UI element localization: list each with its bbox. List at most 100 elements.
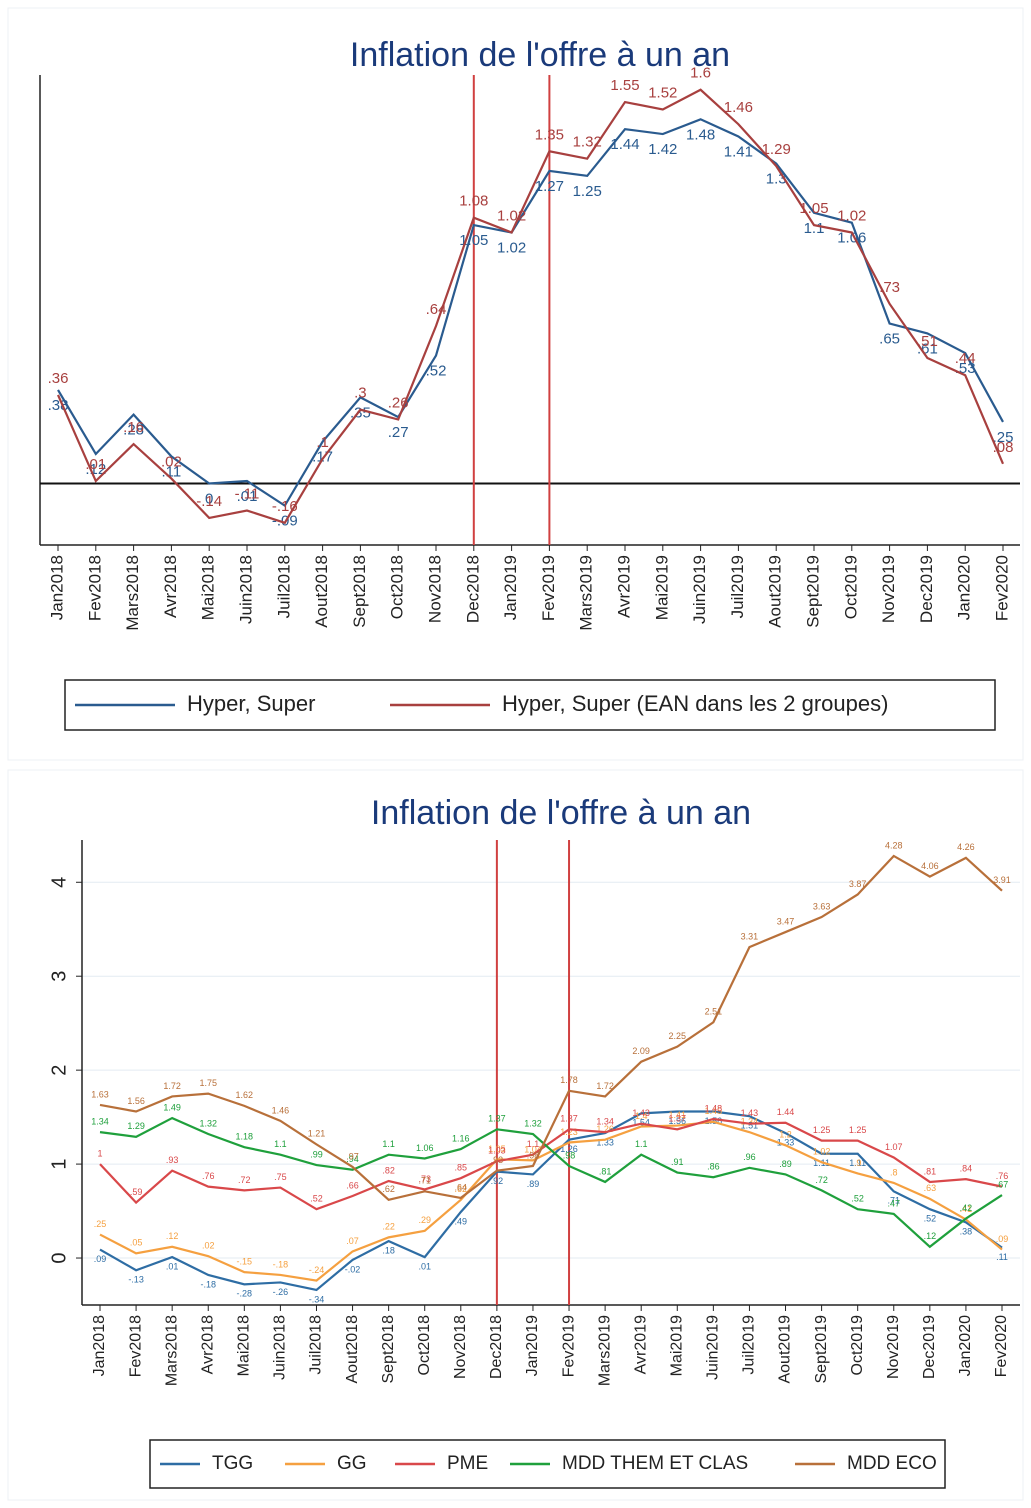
data-label: .38 bbox=[48, 397, 69, 414]
x-tick-label: Sept2019 bbox=[813, 1315, 830, 1384]
x-tick-label: Jan2020 bbox=[955, 555, 974, 620]
data-label: 1.03 bbox=[488, 1146, 506, 1156]
x-tick-label: Mai2019 bbox=[668, 1315, 685, 1376]
data-label: -.16 bbox=[272, 498, 298, 515]
data-label: 1.29 bbox=[127, 1121, 145, 1131]
x-tick-label: Nov2018 bbox=[425, 555, 444, 623]
data-label: .52 bbox=[426, 362, 447, 379]
x-tick-label: Jan2019 bbox=[501, 555, 520, 620]
data-label: -.15 bbox=[237, 1256, 253, 1266]
data-label: 1.25 bbox=[573, 183, 602, 200]
x-tick-label: Juin2018 bbox=[236, 555, 255, 624]
data-label: 1.1 bbox=[527, 1139, 540, 1149]
data-label: .52 bbox=[924, 1214, 937, 1224]
x-tick-label: Oct2019 bbox=[841, 555, 860, 619]
data-label: 1 bbox=[97, 1148, 102, 1158]
x-tick-label: Oct2018 bbox=[416, 1315, 433, 1376]
data-label: 1.56 bbox=[669, 1116, 687, 1126]
data-label: 1.23 bbox=[560, 1127, 578, 1137]
data-label: .64 bbox=[455, 1182, 468, 1192]
data-label: 2.25 bbox=[669, 1031, 687, 1041]
x-tick-label: Fev2020 bbox=[992, 555, 1011, 621]
data-label: .18 bbox=[382, 1245, 395, 1255]
legend-label: MDD ECO bbox=[847, 1453, 937, 1474]
data-label: 1.56 bbox=[127, 1096, 145, 1106]
data-label: 1.25 bbox=[849, 1125, 867, 1135]
data-label: .73 bbox=[879, 279, 900, 296]
data-label: .84 bbox=[960, 1163, 973, 1173]
x-tick-label: Mars2018 bbox=[163, 1315, 180, 1386]
data-label: .44 bbox=[955, 350, 976, 367]
data-label: 1.55 bbox=[610, 77, 639, 94]
data-label: .09 bbox=[94, 1254, 107, 1264]
data-label: .71 bbox=[888, 1196, 901, 1206]
data-label: 1.43 bbox=[741, 1108, 759, 1118]
data-label: 1.34 bbox=[596, 1117, 614, 1127]
data-label: -.26 bbox=[273, 1287, 289, 1297]
legend-label: PME bbox=[447, 1453, 488, 1474]
data-label: 1.33 bbox=[596, 1137, 614, 1147]
data-label: .81 bbox=[924, 1166, 937, 1176]
data-label: 1.4 bbox=[635, 1111, 648, 1121]
data-label: .63 bbox=[924, 1183, 937, 1193]
data-label: .89 bbox=[779, 1159, 792, 1169]
legend-box bbox=[64, 679, 996, 731]
chart-title: Inflation de l'offre à un an bbox=[350, 36, 730, 74]
data-label: -.14 bbox=[196, 493, 222, 510]
data-label: 1.26 bbox=[596, 1124, 614, 1134]
data-label: .12 bbox=[166, 1231, 179, 1241]
data-label: .72 bbox=[815, 1175, 828, 1185]
data-label: .26 bbox=[388, 394, 409, 411]
data-label: .51 bbox=[917, 333, 938, 350]
data-label: .05 bbox=[130, 1238, 143, 1248]
x-tick-label: Juil2018 bbox=[274, 555, 293, 618]
data-label: .61 bbox=[917, 340, 938, 357]
data-label: 1.02 bbox=[497, 207, 526, 224]
data-label: 1.33 bbox=[777, 1137, 795, 1147]
data-label: .8 bbox=[890, 1167, 898, 1177]
data-label: .85 bbox=[455, 1163, 468, 1173]
data-label: -.34 bbox=[309, 1294, 325, 1304]
x-tick-label: Dec2018 bbox=[463, 555, 482, 623]
data-label: .9 bbox=[854, 1158, 862, 1168]
data-label: .62 bbox=[382, 1184, 395, 1194]
data-label: .29 bbox=[418, 1215, 431, 1225]
x-tick-label: Dec2018 bbox=[488, 1315, 505, 1379]
x-tick-label: Aout2018 bbox=[344, 1315, 361, 1384]
data-label: 3.31 bbox=[741, 931, 759, 941]
x-tick-label: Mai2019 bbox=[652, 555, 671, 620]
data-label: 4.06 bbox=[921, 861, 939, 871]
x-tick-label: Sept2018 bbox=[380, 1315, 397, 1384]
x-tick-label: Juil2019 bbox=[741, 1315, 758, 1375]
data-label: .42 bbox=[960, 1203, 973, 1213]
data-label: 1.46 bbox=[272, 1105, 290, 1115]
data-label: 1.26 bbox=[560, 1144, 578, 1154]
x-tick-label: Mars2019 bbox=[577, 555, 596, 631]
data-label: 1.34 bbox=[91, 1117, 109, 1127]
x-tick-label: Aout2019 bbox=[766, 555, 785, 628]
data-label: 1.07 bbox=[885, 1142, 903, 1152]
data-label: .01 bbox=[85, 456, 106, 473]
data-label: .12 bbox=[85, 461, 106, 478]
data-label: 1.45 bbox=[705, 1106, 723, 1116]
x-tick-label: Fev2018 bbox=[85, 555, 104, 621]
data-label: 1.49 bbox=[163, 1102, 181, 1112]
legend-label: Hyper, Super (EAN dans les 2 groupes) bbox=[502, 691, 888, 716]
data-label: 1.2 bbox=[779, 1130, 792, 1140]
data-label: .09 bbox=[996, 1234, 1009, 1244]
data-label: .01 bbox=[237, 488, 258, 505]
x-tick-label: Jan2019 bbox=[524, 1315, 541, 1376]
data-label: .11 bbox=[996, 1252, 1008, 1262]
data-label: .76 bbox=[202, 1171, 215, 1181]
data-label: 1.02 bbox=[497, 239, 526, 256]
x-tick-label: Dec2019 bbox=[921, 1315, 938, 1379]
series-line bbox=[99, 1116, 1003, 1249]
data-label: -.13 bbox=[128, 1275, 144, 1285]
data-label: 1.72 bbox=[163, 1081, 181, 1091]
data-label: .49 bbox=[455, 1216, 468, 1226]
data-label: 1.52 bbox=[648, 84, 677, 101]
series-line bbox=[56, 88, 1005, 525]
data-label: .07 bbox=[346, 1236, 359, 1246]
data-label: .97 bbox=[346, 1151, 359, 1161]
